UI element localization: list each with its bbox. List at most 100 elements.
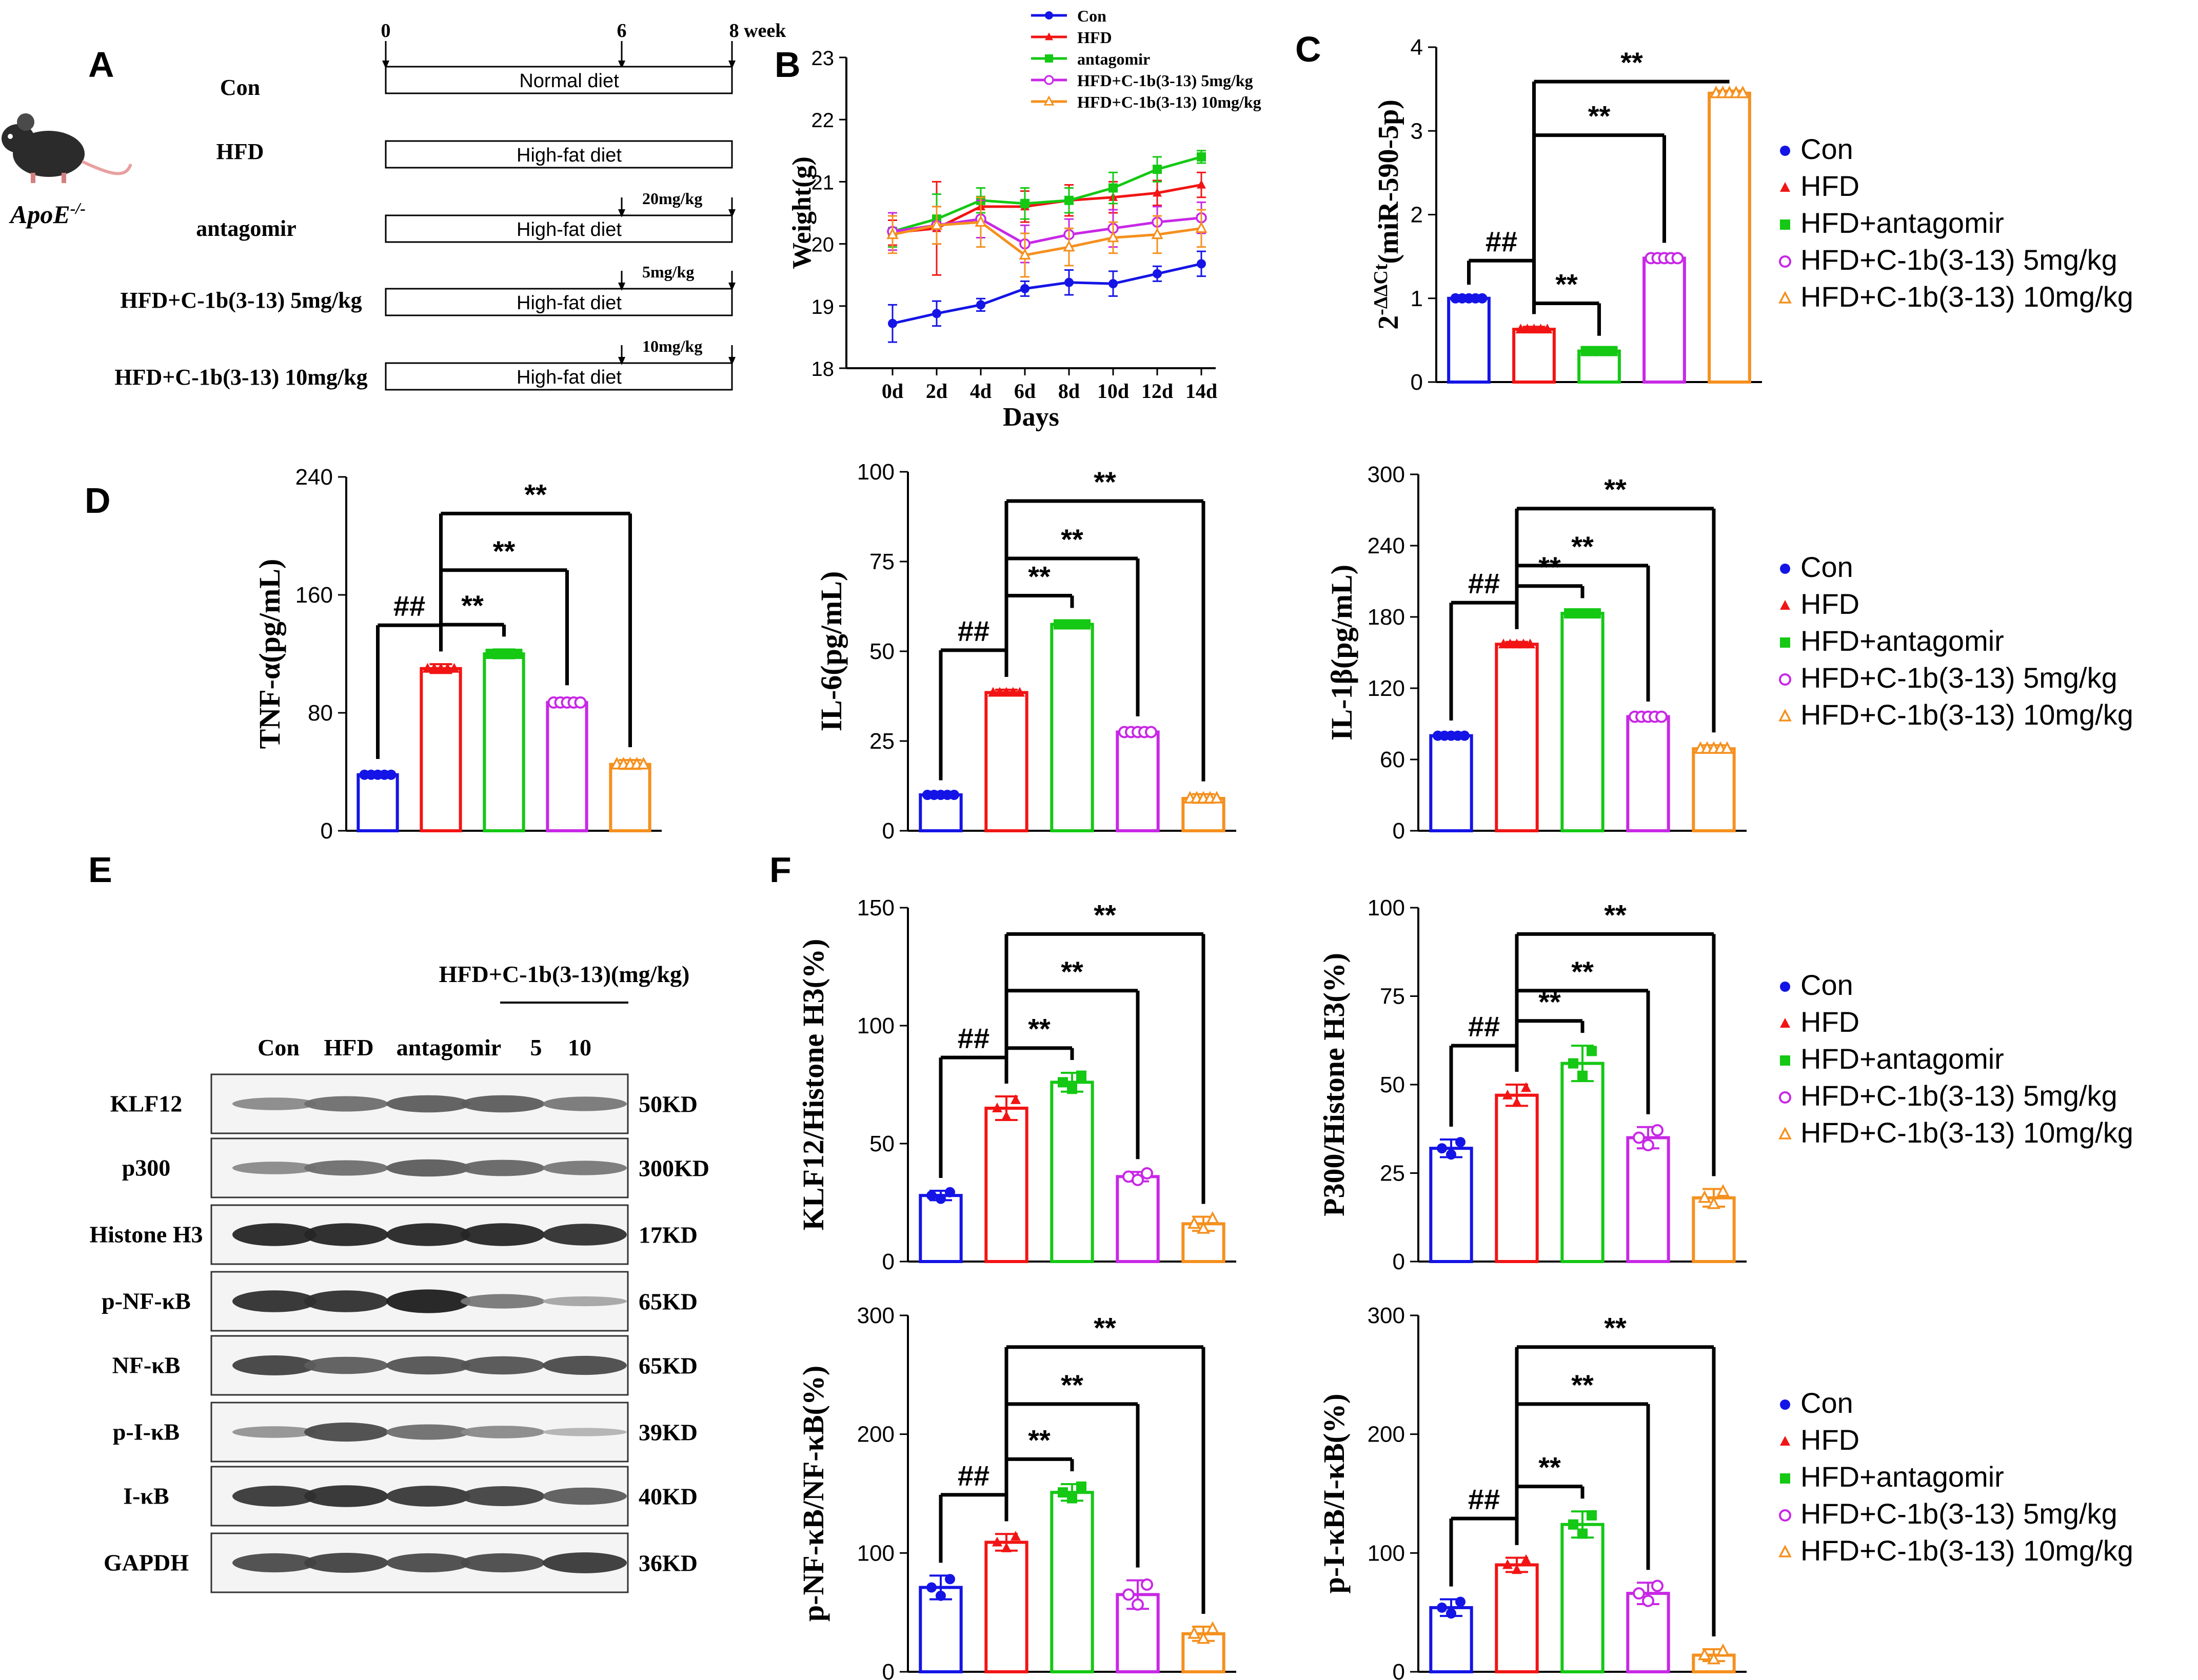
legend-marker <box>1780 600 1790 610</box>
data-point <box>1107 231 1119 243</box>
series-line <box>892 155 1202 233</box>
data-point <box>1525 638 1535 649</box>
molecular-weight-label: 65KD <box>639 1353 698 1379</box>
blot-band <box>461 1095 545 1113</box>
data-point <box>1122 1588 1135 1601</box>
legend-label: Con <box>1077 7 1106 25</box>
group-name: HFD <box>216 139 264 164</box>
legend-label: HFD+C-1b(3-13) 10mg/kg <box>1800 281 2133 313</box>
data-point <box>1141 1578 1153 1591</box>
x-tick-label: 0d <box>882 379 903 403</box>
y-tick-label: 0 <box>882 1659 895 1680</box>
y-tick-label: 18 <box>811 358 835 381</box>
blot-band <box>543 1224 627 1246</box>
molecular-weight-label: 17KD <box>639 1222 698 1248</box>
data-point <box>1568 1519 1578 1530</box>
legend-marker <box>1045 32 1053 41</box>
y-axis-label: p-NF-κB/NF-κB(%) <box>797 1366 830 1622</box>
data-point <box>1455 1137 1466 1148</box>
data-point <box>1064 277 1074 287</box>
y-tick-label: 120 <box>1368 676 1405 701</box>
data-point <box>1512 1564 1522 1574</box>
y-tick-label: 200 <box>857 1422 895 1447</box>
data-point <box>975 215 987 227</box>
data-point <box>435 663 446 673</box>
panel-a-timeline: A ApoE-/- 0 6 8 week Con Normal diet HFD High-fa… <box>2 20 786 391</box>
y-axis-label: P300/Histone H3(%) <box>1317 953 1351 1216</box>
legend-marker <box>1780 1399 1790 1410</box>
y-tick-label: 100 <box>1368 1541 1405 1566</box>
blot-band <box>232 1223 316 1246</box>
x-tick-label: 14d <box>1185 379 1217 403</box>
data-point <box>1197 179 1206 189</box>
data-point <box>1707 1651 1720 1665</box>
blot-band <box>232 1290 316 1312</box>
blot-band <box>461 1159 545 1176</box>
molecular-weight-label: 300KD <box>639 1155 709 1182</box>
data-point <box>1206 1621 1219 1634</box>
data-point <box>1197 1221 1210 1234</box>
data-point <box>1001 687 1012 697</box>
protein-label: p300 <box>122 1155 171 1181</box>
bar <box>420 667 462 832</box>
data-point <box>637 756 650 770</box>
bar <box>357 773 399 832</box>
y-tick-label: 22 <box>811 109 835 132</box>
bar <box>1495 1563 1539 1673</box>
significance-label: ** <box>1571 1369 1594 1401</box>
data-point <box>1587 1510 1597 1521</box>
y-tick-label: 300 <box>1368 462 1405 487</box>
x-tick-label: 4d <box>970 379 992 403</box>
data-point <box>1698 1647 1711 1661</box>
legend-label: Con <box>1800 551 1853 583</box>
legend-block: Con HFD HFD+antagomir HFD+C-1b(3-13) 5mg/kg… <box>1778 133 2133 313</box>
y-tick-label: 3 <box>1411 118 1423 144</box>
diet-box <box>385 66 733 94</box>
data-point <box>1502 1559 1513 1569</box>
legend-label: HFD+C-1b(3-13) 5mg/kg <box>1800 662 2117 694</box>
bar <box>1495 643 1539 832</box>
data-point <box>1153 165 1162 174</box>
data-point <box>930 218 943 230</box>
timeline-tick-label: 6 <box>617 20 627 42</box>
data-point <box>422 663 433 673</box>
significance-label: ** <box>1061 1369 1083 1401</box>
data-point <box>1512 638 1522 649</box>
timeline-arrow-head <box>618 357 625 365</box>
data-point <box>1153 188 1162 197</box>
data-point <box>926 1190 937 1201</box>
blot-band <box>543 1428 627 1436</box>
data-point <box>1716 1643 1730 1656</box>
data-point <box>1076 1070 1086 1081</box>
blot-band <box>386 1289 470 1313</box>
significance-label: ## <box>1468 1010 1500 1043</box>
x-tick-label: 2d <box>926 379 947 403</box>
blot-band <box>304 1422 388 1442</box>
significance-label: ** <box>1571 955 1594 988</box>
series-0 <box>888 250 1206 343</box>
data-point <box>1655 710 1668 723</box>
y-tick-label: 21 <box>811 171 835 194</box>
data-point <box>1633 1587 1645 1600</box>
significance-label: ## <box>393 590 425 622</box>
timeline-arrow-head <box>618 61 625 69</box>
dose-label: 5mg/kg <box>642 263 694 281</box>
lane-label: Con <box>258 1034 300 1061</box>
legend-marker <box>1779 1091 1791 1104</box>
bar <box>984 1107 1028 1263</box>
panel-e-western-blot: E HFD+C-1b(3-13)(mg/kg) Con HFD antagomir 5 10… <box>88 850 709 1593</box>
dose-label: 20mg/kg <box>642 189 702 208</box>
y-axis-label: Weight(g) <box>787 156 817 269</box>
protein-label: GAPDH <box>104 1550 189 1576</box>
blot-band <box>304 1485 388 1507</box>
bar <box>609 763 651 832</box>
legends: Con HFD HFD+antagomir HFD+C-1b(3-13) 5mg/kg… <box>1778 133 2133 1567</box>
bar <box>1050 1081 1094 1263</box>
significance-label: ## <box>1468 567 1500 599</box>
data-point <box>992 1536 1002 1547</box>
data-point <box>1195 222 1207 233</box>
y-tick-label: 0 <box>1393 1659 1405 1680</box>
blot-band <box>386 1486 470 1507</box>
y-tick-label: 100 <box>1368 895 1405 921</box>
